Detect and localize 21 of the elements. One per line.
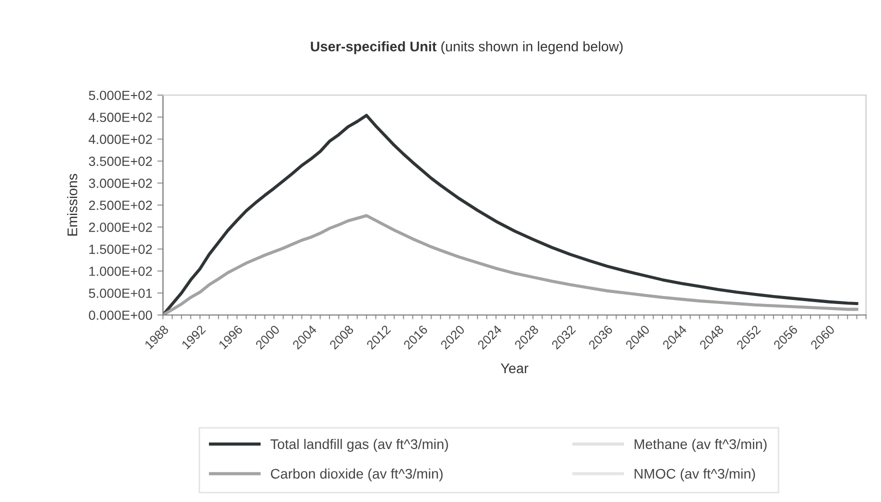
y-tick-label: 3.000E+02 (88, 178, 152, 188)
legend-label: Total landfill gas (av ft^3/min) (270, 438, 448, 452)
chart-title: User-specified Unit (310, 41, 436, 54)
y-tick-label: 5.000E+02 (88, 90, 152, 100)
y-tick-label: 0.000E+00 (88, 310, 152, 320)
y-tick-label: 2.000E+02 (89, 222, 152, 232)
y-tick-label: 4.000E+02 (88, 134, 152, 144)
chart-subtitle: (units shown in legend below) (441, 41, 623, 54)
legend-label: Carbon dioxide (av ft^3/min) (270, 468, 443, 482)
y-tick-label: 4.500E+02 (88, 112, 152, 122)
x-axis-title: Year (500, 364, 528, 374)
y-tick-label: 2.500E+02 (89, 200, 152, 210)
y-tick-label: 1.500E+02 (89, 244, 152, 254)
y-tick-label: 3.500E+02 (88, 156, 152, 166)
line-series (162, 114, 858, 316)
y-tick-label: 5.000E+01 (88, 288, 152, 298)
y-axis-title: Emissions (67, 174, 78, 236)
legend-label: NMOC (av ft^3/min) (634, 468, 755, 482)
legend-label: Methane (av ft^3/min) (634, 438, 767, 452)
line-series (162, 214, 858, 316)
y-tick-label: 1.000E+02 (89, 266, 152, 276)
